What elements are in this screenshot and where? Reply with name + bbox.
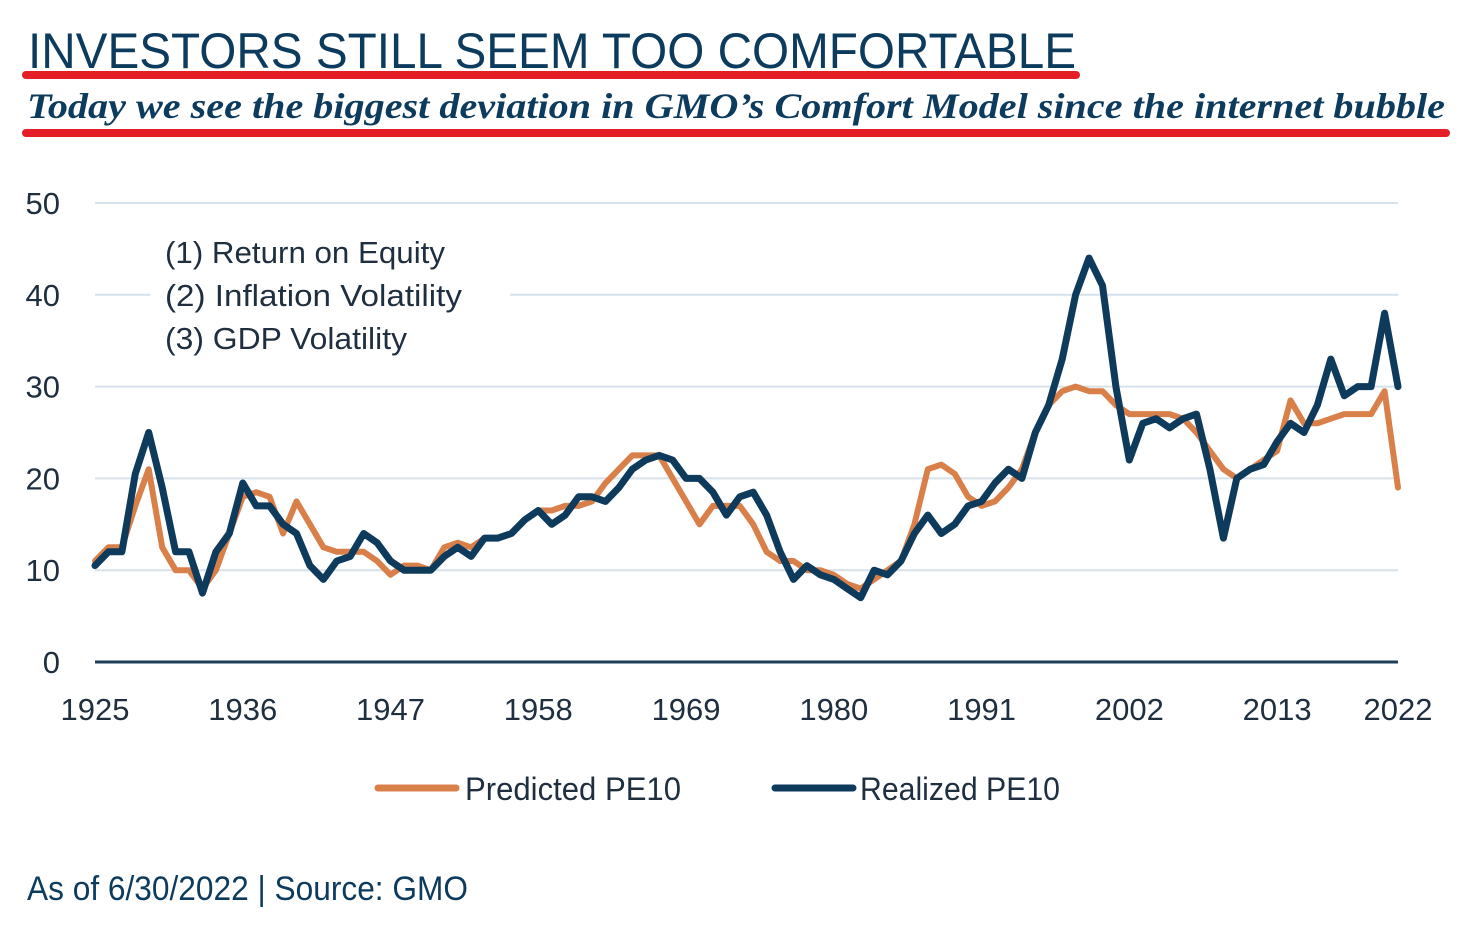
series-lines bbox=[91, 254, 1402, 602]
y-tick-label: 50 bbox=[26, 186, 60, 221]
x-tick-label: 2022 bbox=[1364, 692, 1433, 727]
chart-title: INVESTORS STILL SEEM TOO COMFORTABLE bbox=[28, 23, 1076, 79]
model-factors-annotation: (1) Return on Equity (2) Inflation Volat… bbox=[165, 235, 463, 356]
x-tick-label: 1991 bbox=[947, 692, 1016, 727]
legend-label-predicted: Predicted PE10 bbox=[465, 771, 681, 807]
y-tick-label: 20 bbox=[26, 461, 60, 496]
annotation-line: (3) GDP Volatility bbox=[165, 321, 408, 356]
annotation-line: (2) Inflation Volatility bbox=[165, 278, 463, 313]
x-tick-label: 1936 bbox=[208, 692, 277, 727]
realized-pe10-line bbox=[91, 254, 1402, 602]
source-footnote: As of 6/30/2022 | Source: GMO bbox=[27, 870, 468, 908]
x-tick-label: 1969 bbox=[652, 692, 721, 727]
legend-label-realized: Realized PE10 bbox=[860, 771, 1060, 807]
chart-subtitle: Today we see the biggest deviation in GM… bbox=[27, 86, 1445, 126]
y-tick-label: 40 bbox=[26, 278, 60, 313]
x-tick-label: 1925 bbox=[61, 692, 130, 727]
y-tick-label: 10 bbox=[26, 553, 60, 588]
x-tick-label: 2002 bbox=[1095, 692, 1164, 727]
y-tick-label: 0 bbox=[43, 645, 60, 680]
legend: Predicted PE10 Realized PE10 bbox=[374, 771, 1060, 807]
x-tick-label: 1958 bbox=[504, 692, 573, 727]
y-tick-label: 30 bbox=[26, 370, 60, 405]
x-tick-label: 1980 bbox=[799, 692, 868, 727]
x-tick-label: 2013 bbox=[1243, 692, 1312, 727]
x-tick-label: 1947 bbox=[356, 692, 425, 727]
y-axis-labels: 0 10 20 30 40 50 bbox=[26, 186, 60, 680]
annotation-background bbox=[150, 225, 510, 360]
x-axis-labels: 1925 1936 1947 1958 1969 1980 1991 2002 2013 2022 bbox=[61, 692, 1433, 727]
annotation-line: (1) Return on Equity bbox=[165, 235, 445, 270]
predicted-pe10-line bbox=[92, 383, 1401, 592]
